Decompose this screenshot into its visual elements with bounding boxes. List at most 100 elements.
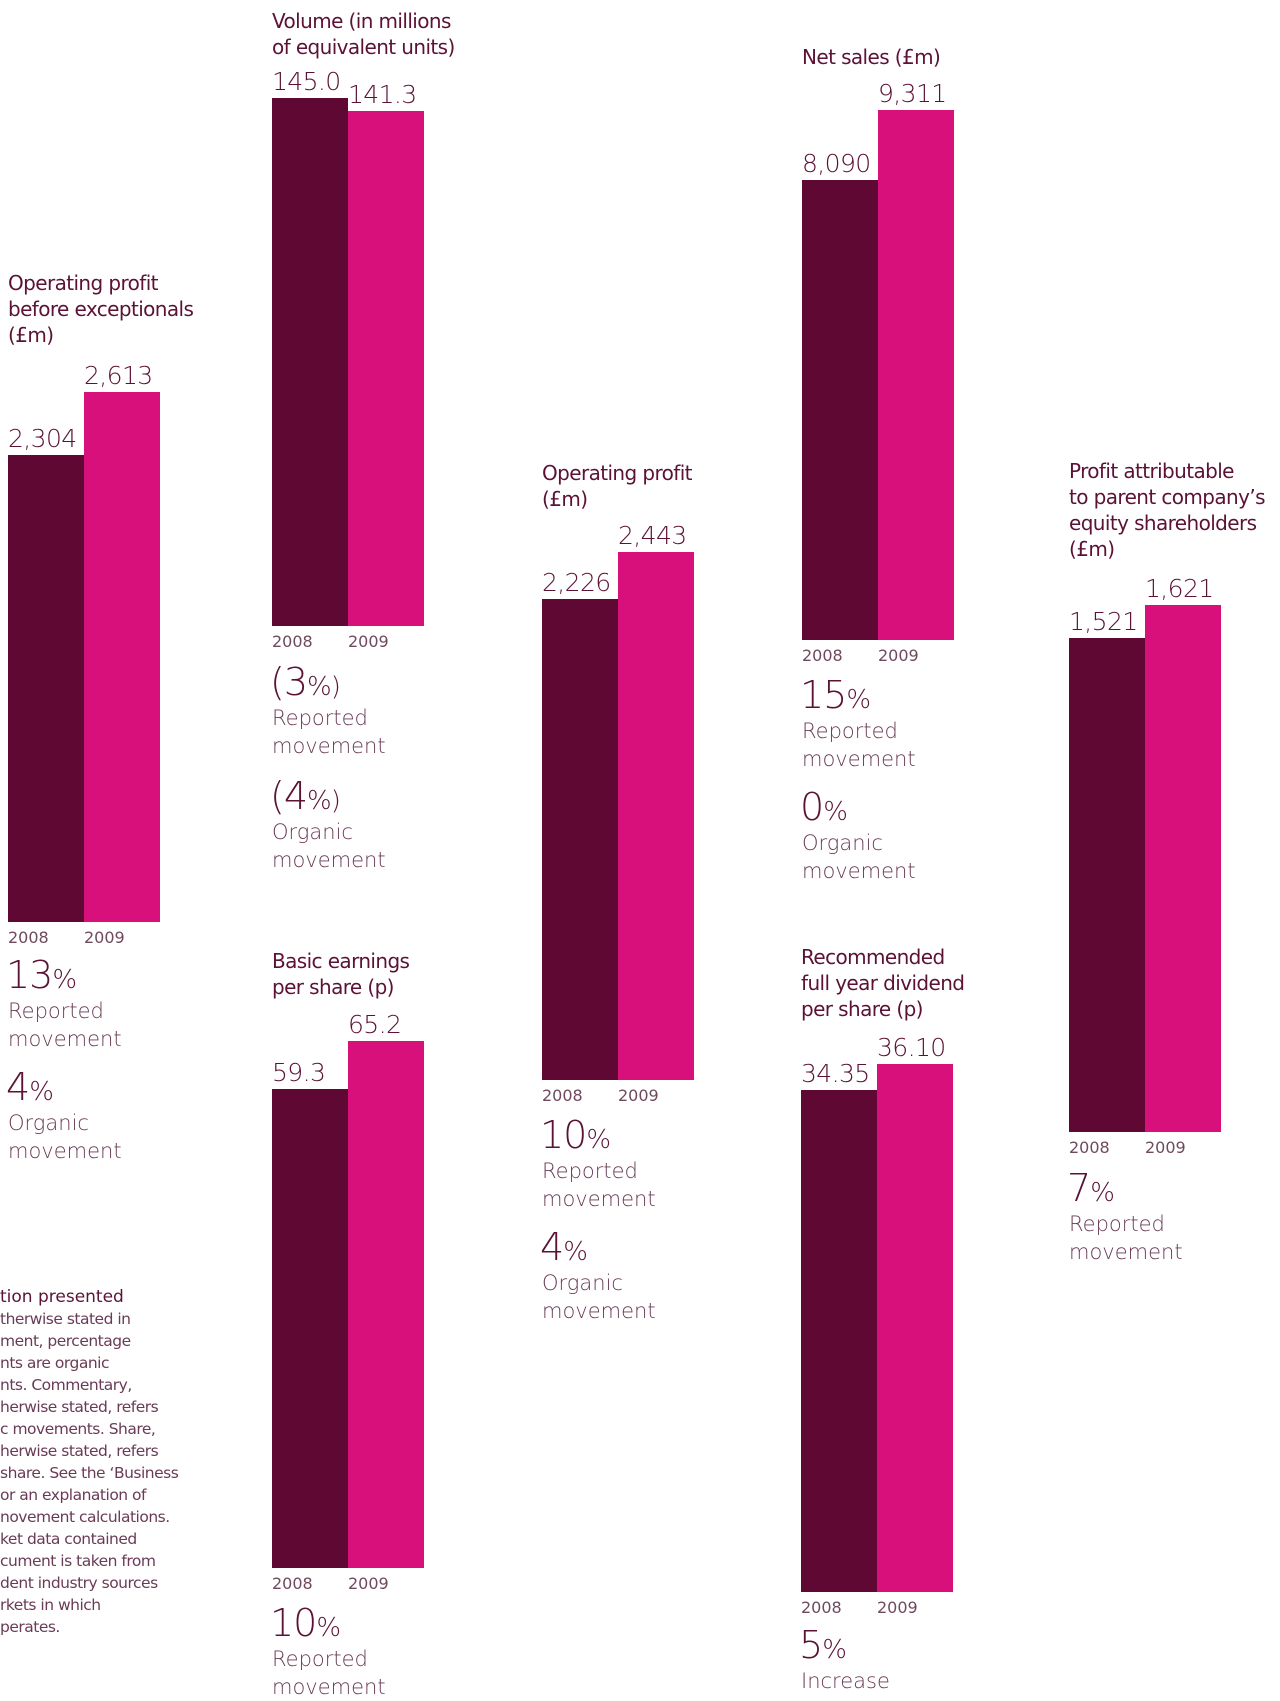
value-label-2009: 9,311 <box>878 79 947 108</box>
movement-unit: % <box>29 1077 54 1107</box>
year-label-2008: 2008 <box>802 646 843 665</box>
chart-title: Volume (in millions of equivalent units) <box>272 9 455 59</box>
movement-number: 15 <box>800 673 847 717</box>
year-label-2009: 2009 <box>877 1598 918 1617</box>
movement-number: 4 <box>6 1065 30 1109</box>
note-line: perates. <box>0 1618 60 1636</box>
movement-number: 7 <box>1067 1166 1091 1210</box>
note-line: c movements. Share, <box>0 1420 156 1438</box>
bar-2009 <box>877 1064 953 1592</box>
year-label-2009: 2009 <box>878 646 919 665</box>
note-line: dent industry sources <box>0 1574 158 1592</box>
information-note: tion presented therwise stated in ment, p… <box>0 1286 190 1638</box>
movement-value: 4% <box>6 1065 54 1112</box>
year-label-2008: 2008 <box>272 1574 313 1593</box>
note-title: tion presented <box>0 1287 124 1307</box>
year-label-2009: 2009 <box>348 632 389 651</box>
note-line: novement calculations. <box>0 1508 170 1526</box>
year-label-2009: 2009 <box>1145 1138 1186 1157</box>
chart-title: Operating profit before exceptionals (£m… <box>8 271 194 347</box>
movement-label: Reported movement <box>8 999 122 1051</box>
bar-2009 <box>84 392 160 922</box>
movement-label: Reported movement <box>542 1159 656 1211</box>
value-label-2009: 36.10 <box>877 1033 946 1062</box>
bar-2009 <box>1145 605 1221 1132</box>
movement-value: 5% <box>799 1623 847 1670</box>
movement-label: Increase <box>801 1669 890 1693</box>
movement-unit: %) <box>307 786 341 816</box>
year-label-2008: 2008 <box>542 1086 583 1105</box>
movement-number: 10 <box>270 1601 317 1645</box>
movement-value: 10% <box>270 1601 341 1648</box>
bar-2008 <box>801 1090 877 1592</box>
note-line: herwise stated, refers <box>0 1398 159 1416</box>
movement-value: 7% <box>1067 1166 1115 1213</box>
movement-label: Organic movement <box>802 831 916 883</box>
movement-number: 10 <box>540 1113 587 1157</box>
note-line: nts are organic <box>0 1354 109 1372</box>
chart-title: Recommended full year dividend per share… <box>801 945 965 1021</box>
movement-value: 4% <box>540 1225 588 1272</box>
movement-value: 13% <box>6 953 77 1000</box>
bar-2008 <box>8 455 84 922</box>
note-line: therwise stated in <box>0 1310 131 1328</box>
value-label-2009: 141.3 <box>348 80 417 109</box>
movement-label: Organic movement <box>542 1271 656 1323</box>
year-label-2009: 2009 <box>618 1086 659 1105</box>
movement-unit: % <box>563 1237 588 1267</box>
movement-label: Organic movement <box>272 820 386 872</box>
movement-value: (3%) <box>270 660 341 707</box>
bar-2008 <box>272 1089 348 1568</box>
year-label-2008: 2008 <box>272 632 313 651</box>
movement-number: (3 <box>270 660 308 704</box>
movement-label: Reported movement <box>272 1647 386 1699</box>
note-line: cument is taken from <box>0 1552 156 1570</box>
value-label-2009: 1,621 <box>1145 574 1214 603</box>
value-label-2009: 2,613 <box>84 361 153 390</box>
bar-2009 <box>348 1041 424 1568</box>
bar-2008 <box>272 98 348 626</box>
bar-2009 <box>618 552 694 1080</box>
value-label-2008: 34.35 <box>801 1059 870 1088</box>
movement-label: Reported movement <box>802 719 916 771</box>
movement-unit: % <box>822 1635 847 1665</box>
movement-value: 0% <box>800 785 848 832</box>
bar-2008 <box>542 599 618 1080</box>
chart-title: Basic earnings per share (p) <box>272 949 410 999</box>
bar-2009 <box>878 110 954 640</box>
note-body: therwise stated in ment, percentage nts ar… <box>0 1308 190 1638</box>
movement-number: 0 <box>800 785 824 829</box>
movement-number: (4 <box>270 774 308 818</box>
value-label-2008: 2,304 <box>8 424 77 453</box>
movement-number: 13 <box>6 953 53 997</box>
year-label-2009: 2009 <box>348 1574 389 1593</box>
movement-unit: % <box>586 1125 611 1155</box>
note-line: rkets in which <box>0 1596 101 1614</box>
movement-value: 15% <box>800 673 871 720</box>
bar-2008 <box>1069 638 1145 1132</box>
movement-label: Reported movement <box>1069 1212 1183 1264</box>
value-label-2008: 145.0 <box>272 67 341 96</box>
movement-unit: % <box>316 1613 341 1643</box>
movement-unit: % <box>52 965 77 995</box>
value-label-2009: 65.2 <box>348 1010 402 1039</box>
chart-title: Profit attributable to parent company’s … <box>1069 459 1266 561</box>
movement-number: 4 <box>540 1225 564 1269</box>
value-label-2008: 8,090 <box>802 149 871 178</box>
bar-2009 <box>348 111 424 626</box>
movement-unit: %) <box>307 672 341 702</box>
year-label-2008: 2008 <box>801 1598 842 1617</box>
year-label-2008: 2008 <box>8 928 49 947</box>
value-label-2008: 59.3 <box>272 1058 326 1087</box>
value-label-2009: 2,443 <box>618 521 687 550</box>
note-line: nts. Commentary, <box>0 1376 132 1394</box>
note-line: or an explanation of <box>0 1486 147 1504</box>
note-line: share. See the ‘Business <box>0 1464 179 1482</box>
note-line: herwise stated, refers <box>0 1442 159 1460</box>
movement-unit: % <box>823 797 848 827</box>
movement-label: Reported movement <box>272 706 386 758</box>
movement-value: 10% <box>540 1113 611 1160</box>
movement-number: 5 <box>799 1623 823 1667</box>
chart-title: Operating profit (£m) <box>542 461 693 511</box>
movement-label: Organic movement <box>8 1111 122 1163</box>
